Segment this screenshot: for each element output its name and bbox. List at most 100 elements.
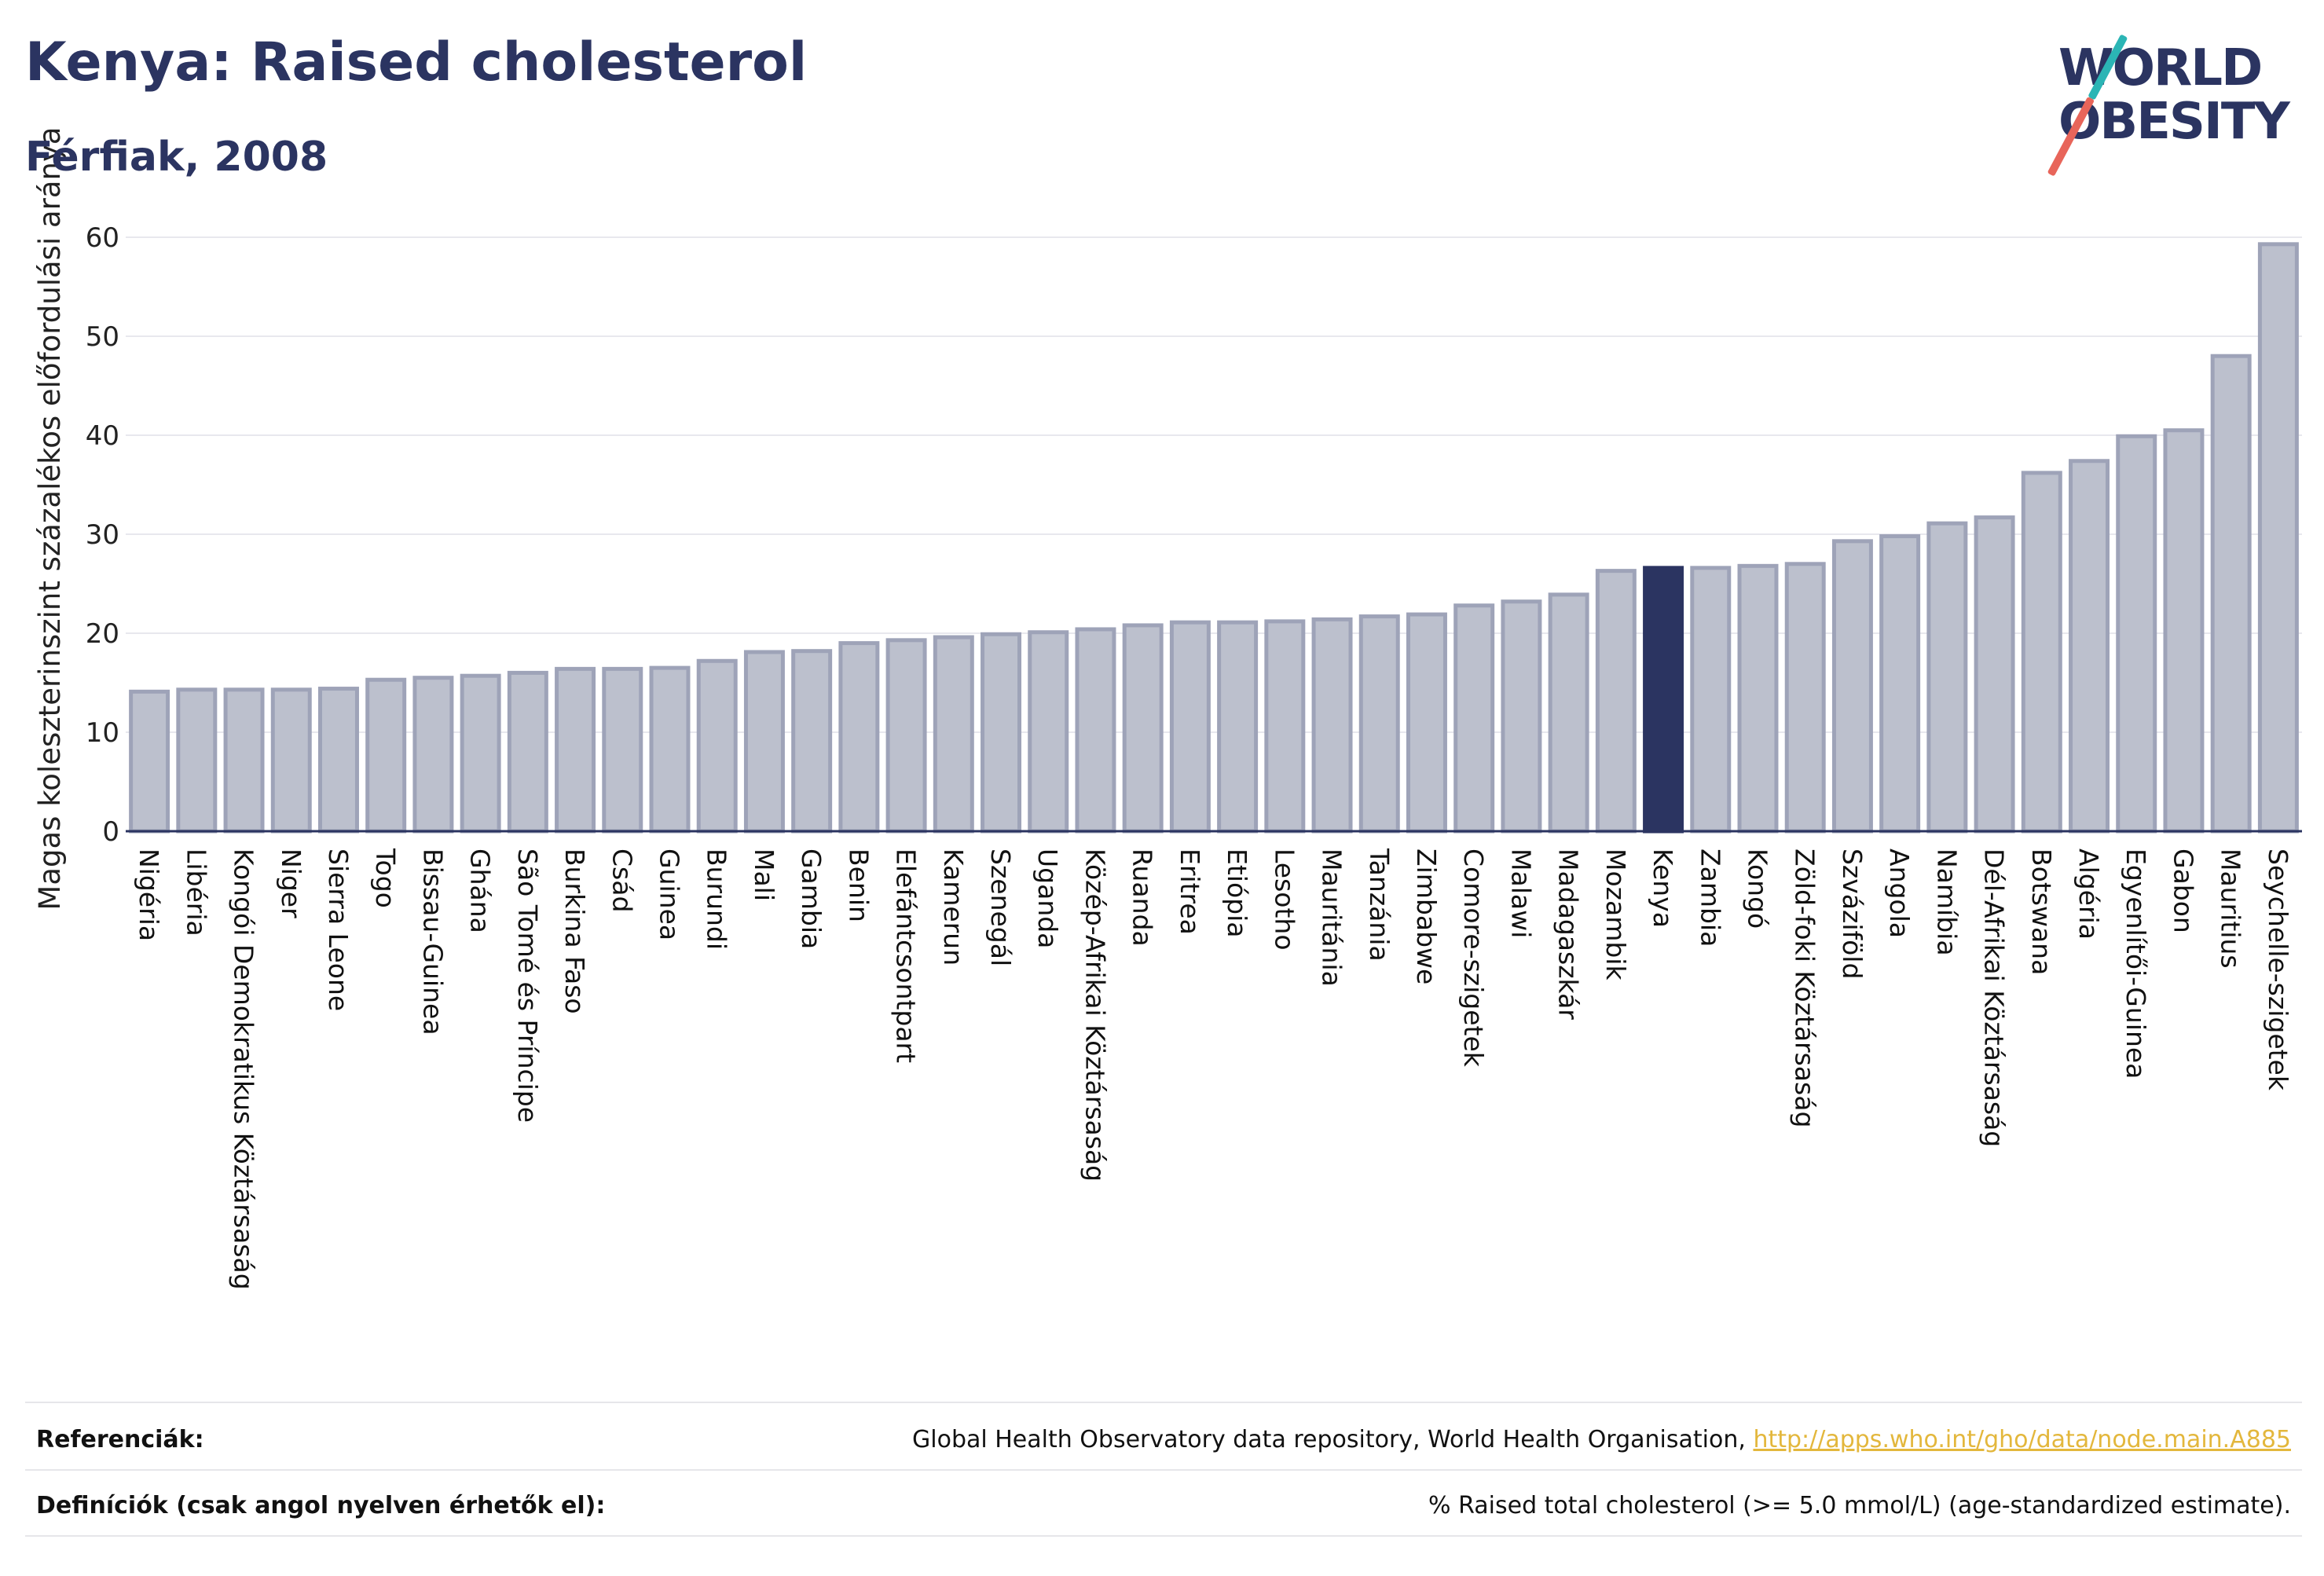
bar: [2163, 428, 2205, 834]
y-tick-label: 30: [86, 519, 119, 551]
bar: [460, 673, 501, 834]
bar: [791, 649, 833, 834]
x-tick-label: Lesotho: [1269, 848, 1299, 951]
x-tick-label: Ghána: [465, 848, 496, 933]
y-tick-label: 10: [86, 717, 119, 749]
bar: [1926, 521, 1968, 834]
footer-divider-top: [25, 1402, 2302, 1403]
x-tick-label: Csád: [607, 848, 637, 912]
x-tick-label: Gambia: [796, 848, 827, 949]
x-tick-label: Egyenlítői-Guinea: [2121, 848, 2151, 1079]
x-tick-label: Mali: [749, 848, 779, 901]
bar: [176, 687, 218, 834]
definitions-text: % Raised total cholesterol (>= 5.0 mmol/…: [1428, 1491, 2291, 1519]
references-row: Referenciák: Global Health Observatory d…: [25, 1408, 2302, 1471]
x-tick-label: Angola: [1884, 848, 1915, 938]
x-tick-label: Zöld-foki Köztársaság: [1790, 848, 1820, 1127]
bar: [1501, 599, 1542, 834]
x-tick-label: Benin: [843, 848, 874, 922]
x-tick-label: Burundi: [702, 848, 732, 950]
x-tick-label: Madagaszkár: [1553, 848, 1584, 1020]
chart-subtitle: Férfiak, 2008: [25, 134, 328, 181]
x-axis-ticks: Nigéria Libéria Kongói Demokratikus Köztár…: [134, 848, 2293, 1290]
y-axis-label: Magas koleszterinszint százalékos előfor…: [33, 126, 67, 910]
x-tick-label: Guinea: [654, 848, 685, 940]
x-tick-label: São Tomé és Príncipe: [512, 848, 543, 1123]
x-tick-label: Mauritius: [2216, 848, 2246, 969]
x-tick-label: Kongói Demokratikus Köztársaság: [229, 848, 259, 1290]
bar: [555, 666, 596, 834]
bar: [1737, 563, 1779, 834]
bar: [2257, 242, 2299, 834]
bar: [1974, 515, 2015, 834]
bar: [2116, 434, 2157, 834]
bar: [838, 641, 880, 834]
bar: [1453, 603, 1495, 834]
logo-line-2: OBESITY: [2058, 93, 2290, 151]
bar: [317, 687, 359, 834]
x-tick-label: Malawi: [1505, 848, 1536, 938]
bar: [1784, 562, 1826, 834]
world-obesity-logo: WORLD OBESITY: [2043, 31, 2310, 177]
x-tick-label: Elefántcsontpart: [891, 848, 922, 1063]
bar: [507, 670, 548, 834]
bar: [2021, 471, 2062, 834]
x-tick-label: Seychelle-szigetek: [2263, 848, 2293, 1091]
x-tick-label: Bissau-Guinea: [417, 848, 448, 1035]
x-tick-label: Kenya: [1648, 848, 1678, 928]
bar: [649, 665, 691, 834]
x-tick-label: Botswana: [2026, 848, 2057, 975]
bar: [1028, 630, 1069, 834]
x-tick-label: Etiópia: [1222, 848, 1252, 938]
x-tick-label: Tanzánia: [1364, 848, 1395, 962]
x-tick-label: Szváziföld: [1837, 848, 1868, 979]
bar: [602, 666, 643, 834]
x-tick-label: Dél-Afrikai Köztársaság: [1979, 848, 2010, 1147]
x-tick-label: Niger: [276, 848, 306, 918]
bar: [933, 635, 974, 834]
bar: [1879, 534, 1921, 834]
x-tick-label: Ruanda: [1127, 848, 1158, 947]
logo-line-1: WORLD: [2058, 39, 2263, 97]
definitions-row: Definíciók (csak angol nyelven érhetők e…: [25, 1474, 2302, 1537]
bar: [2210, 354, 2252, 834]
bar: [885, 638, 927, 834]
bar: [1075, 627, 1116, 834]
bar: [1358, 614, 1400, 834]
x-tick-label: Burkina Faso: [559, 848, 590, 1014]
bar: [270, 687, 312, 834]
bar: [1217, 620, 1259, 834]
bar: [412, 676, 454, 834]
x-tick-label: Zambia: [1695, 848, 1725, 947]
bar: [1690, 566, 1732, 834]
x-tick-label: Nigéria: [134, 848, 164, 941]
x-tick-label: Mozambik: [1600, 848, 1631, 980]
x-tick-label: Kamerun: [938, 848, 969, 966]
y-tick-label: 0: [102, 816, 119, 848]
bar: [1311, 617, 1353, 834]
chart-title: Kenya: Raised cholesterol: [25, 31, 808, 93]
references-label: Referenciák:: [36, 1425, 204, 1453]
bar-chart: 0 10 20 30 40 50 60 Nigéria Libéria Kongói Demok…: [33, 126, 2302, 1290]
bar: [129, 689, 170, 834]
x-tick-label: Togo: [370, 848, 401, 908]
y-tick-label: 60: [86, 222, 119, 254]
definitions-label: Definíciók (csak angol nyelven érhetők e…: [36, 1491, 606, 1519]
references-value: Global Health Observatory data repositor…: [912, 1426, 2291, 1453]
y-tick-label: 50: [86, 321, 119, 353]
footer-divider-middle: [25, 1469, 2302, 1471]
x-tick-label: Algéria: [2073, 848, 2104, 940]
x-tick-label: Mauritánia: [1317, 848, 1347, 987]
x-tick-label: Kongó: [1743, 848, 1773, 929]
x-tick-label: Zimbabwe: [1411, 848, 1442, 984]
bar: [743, 650, 785, 834]
footer-divider-bottom: [25, 1535, 2302, 1537]
references-link[interactable]: http://apps.who.int/gho/data/node.main.A…: [1753, 1425, 2291, 1453]
y-axis-ticks: 0 10 20 30 40 50 60: [86, 222, 119, 848]
bar: [1406, 612, 1447, 834]
x-tick-label: Szenegál: [985, 848, 1016, 966]
bar: [223, 687, 265, 834]
x-tick-label: Libéria: [181, 848, 211, 936]
x-tick-label: Gabon: [2168, 848, 2198, 933]
bars: [129, 242, 2299, 834]
